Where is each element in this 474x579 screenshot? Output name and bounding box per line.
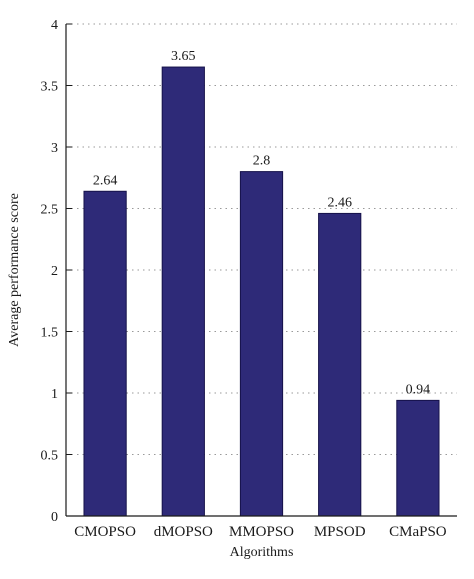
y-tick-label: 0.5: [41, 449, 59, 464]
y-tick-label: 4: [51, 18, 58, 33]
bars: [83, 66, 440, 517]
labels: 0 0.5 1 1.5 2 2.5 3 3.5 4 2.64 CMOPSO 3.65 dMOPSO 2.8…: [41, 18, 447, 540]
y-axis-label: Average performance score: [7, 193, 22, 347]
bar-cmopso: [83, 190, 127, 517]
x-tick-label: CMaPSO: [389, 524, 447, 540]
y-tick-label: 3.5: [41, 80, 59, 95]
bar-mmopso: [239, 171, 284, 517]
y-tick-label: 3: [51, 141, 58, 156]
y-tick-label: 1: [51, 387, 58, 402]
data-label: 2.8: [253, 154, 271, 169]
x-tick-label: dMOPSO: [154, 524, 213, 540]
x-axis-label: Algorithms: [230, 545, 294, 560]
data-label: 2.46: [327, 195, 352, 210]
y-tick-label: 2.5: [41, 203, 59, 218]
y-tick-label: 1.5: [41, 326, 59, 341]
data-label: 0.94: [406, 382, 431, 397]
axes: [65, 23, 457, 517]
bar-cmapso: [396, 399, 440, 517]
y-tick-label: 2: [51, 264, 58, 279]
x-tick-label: MMOPSO: [229, 524, 294, 540]
bar-dmopso: [161, 66, 205, 517]
y-tick-label: 0: [51, 510, 58, 525]
grid-lines: [66, 23, 457, 455]
bar-mpsod: [318, 212, 362, 517]
data-label: 2.64: [93, 173, 118, 188]
x-tick-label: CMOPSO: [74, 524, 136, 540]
x-tick-label: MPSOD: [314, 524, 366, 540]
data-label: 3.65: [171, 49, 196, 64]
